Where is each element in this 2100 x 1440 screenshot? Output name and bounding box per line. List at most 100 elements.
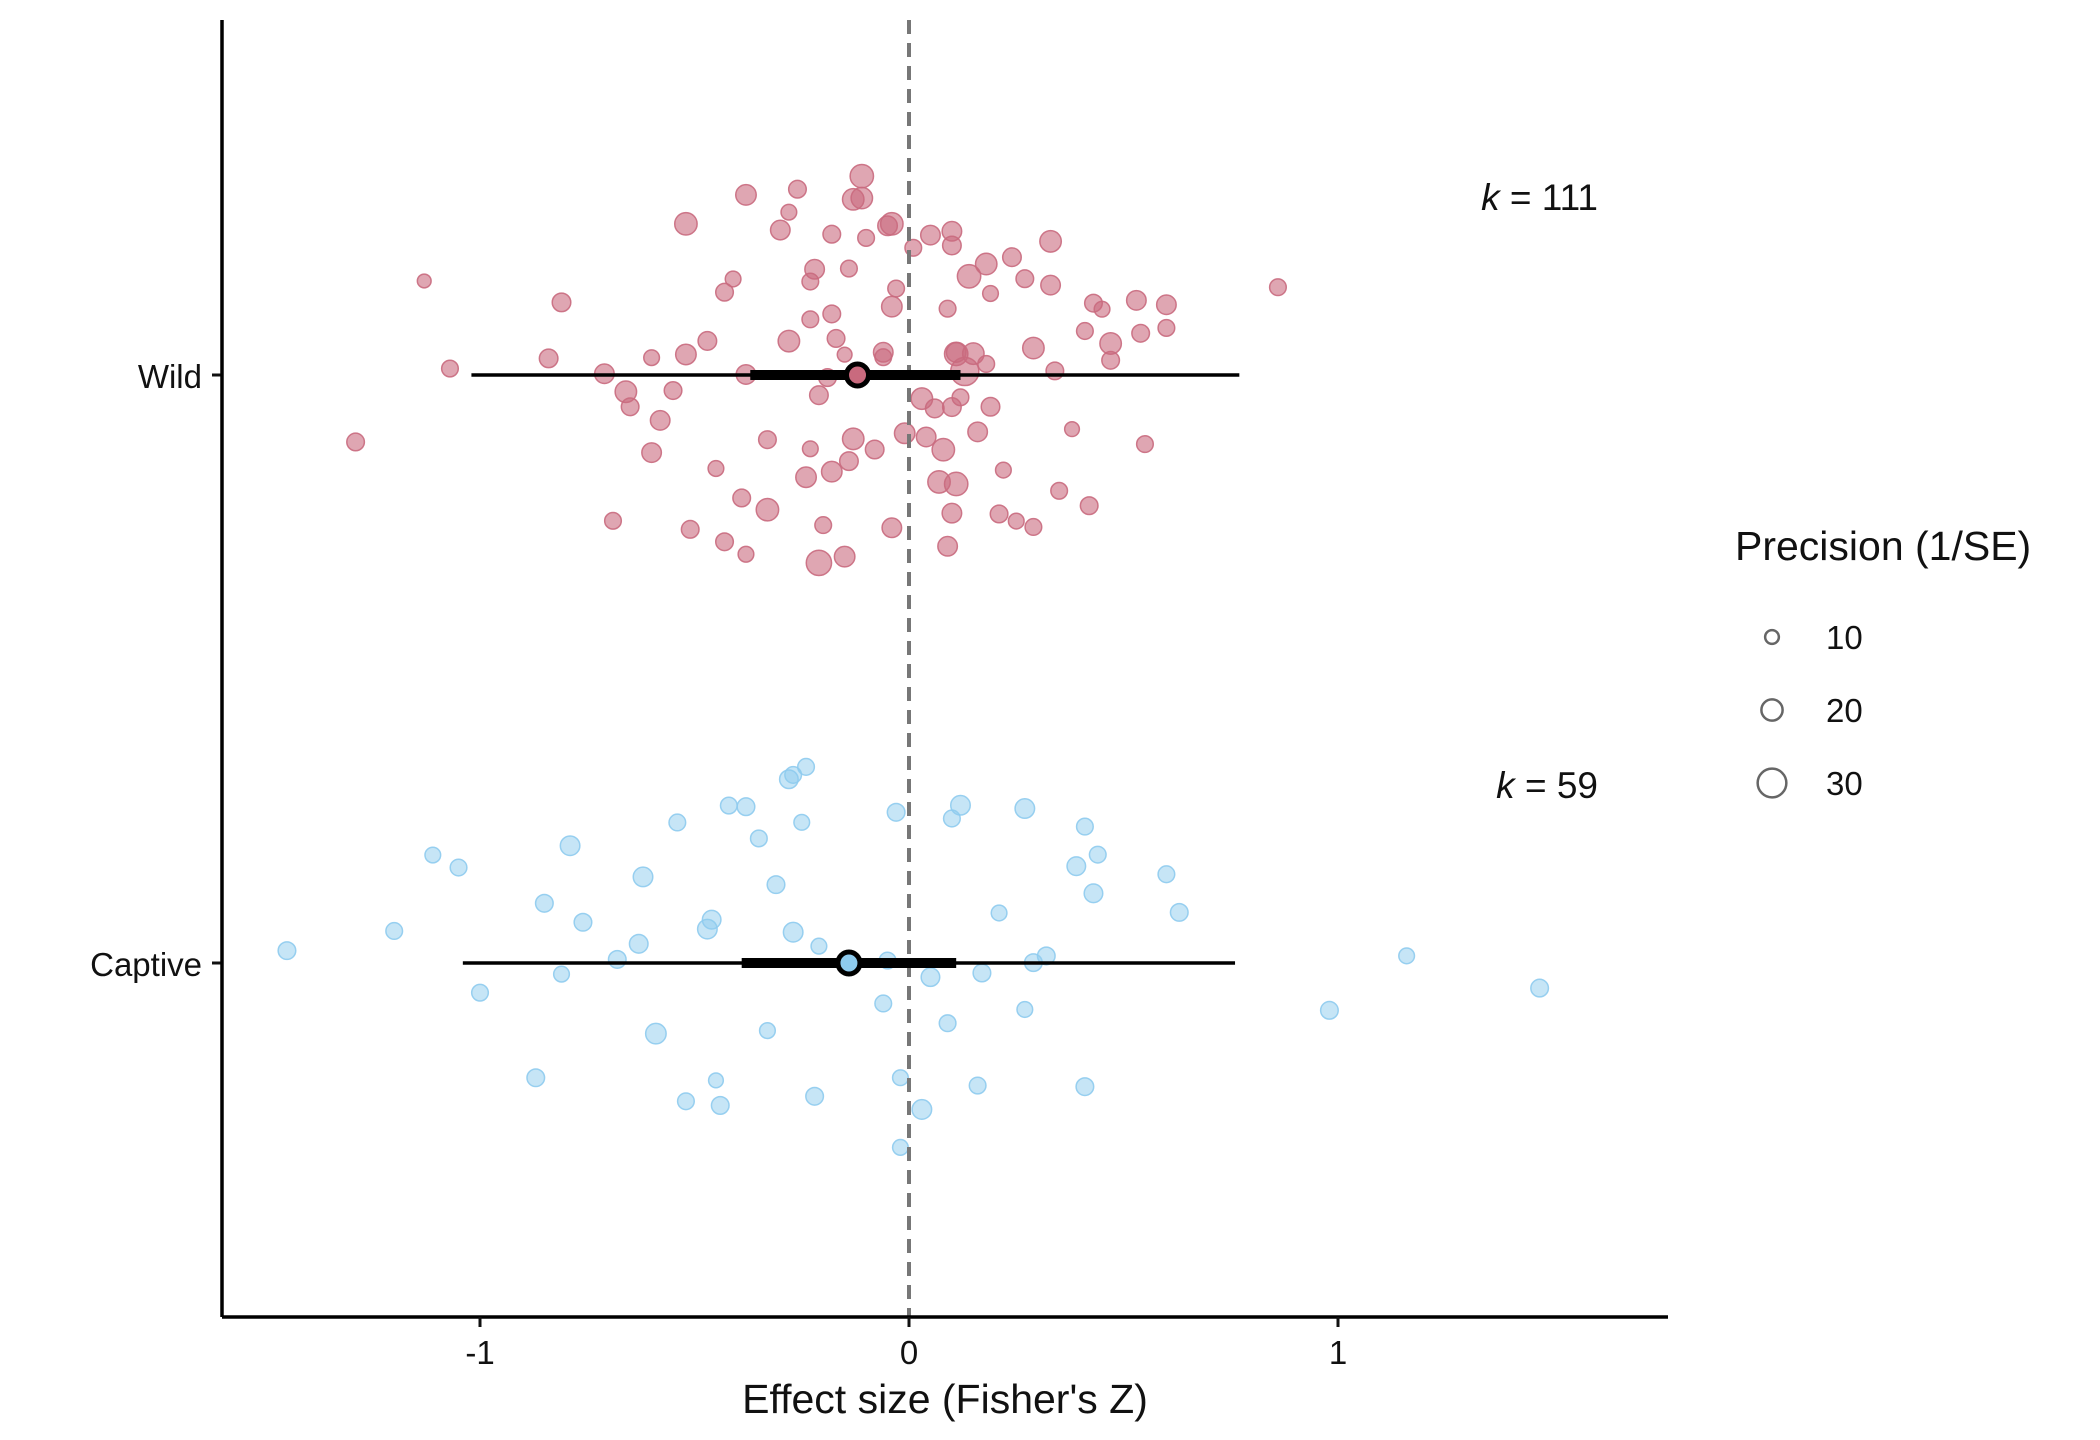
data-point — [757, 430, 777, 450]
data-point — [943, 471, 969, 497]
data-point — [643, 349, 661, 367]
legend-size-key — [1760, 698, 1784, 722]
data-point — [385, 921, 404, 941]
data-point — [1016, 1000, 1034, 1019]
x-tick-label: -1 — [465, 1334, 494, 1371]
data-point — [841, 187, 865, 211]
data-point — [920, 967, 941, 988]
data-point — [1040, 274, 1062, 296]
data-point — [886, 802, 906, 822]
data-point — [1015, 269, 1035, 289]
data-point — [1066, 856, 1087, 877]
data-point — [796, 757, 816, 776]
data-point — [1075, 817, 1094, 836]
data-point — [673, 211, 698, 236]
data-point — [424, 846, 442, 864]
data-point — [838, 451, 859, 472]
data-point — [780, 203, 798, 221]
data-point — [734, 183, 757, 206]
k-annotation-captive: k = 59 — [1496, 765, 1598, 806]
data-point — [1007, 512, 1025, 530]
data-point — [724, 270, 742, 288]
x-tick-label: 0 — [900, 1334, 918, 1371]
data-point — [777, 329, 801, 353]
data-point — [526, 1068, 546, 1088]
data-point — [1319, 1000, 1339, 1020]
data-point — [680, 519, 700, 539]
data-point — [632, 866, 654, 888]
legend-label: 30 — [1826, 765, 1863, 802]
data-point — [1125, 289, 1147, 311]
data-point — [1079, 496, 1099, 516]
data-point — [949, 794, 971, 816]
data-point — [559, 835, 581, 857]
data-point — [663, 380, 683, 401]
data-point — [1075, 321, 1094, 341]
data-point — [793, 813, 811, 831]
data-point — [836, 346, 853, 363]
legend: Precision (1/SE) 10 20 30 — [1735, 523, 2031, 802]
data-point — [1021, 336, 1045, 360]
data-point — [644, 1022, 667, 1045]
data-point — [758, 1022, 777, 1040]
data-point — [808, 385, 829, 406]
data-point — [989, 504, 1009, 524]
data-point — [990, 904, 1008, 922]
data-point — [1088, 845, 1107, 864]
data-point — [919, 224, 941, 246]
data-point — [1083, 293, 1104, 313]
data-point — [755, 497, 780, 522]
data-point — [879, 211, 904, 236]
data-point — [874, 994, 893, 1013]
data-point — [641, 442, 663, 464]
data-point — [839, 259, 859, 278]
data-point — [967, 421, 989, 443]
data-point — [787, 179, 808, 199]
data-point — [749, 829, 768, 848]
legend-size-key — [1756, 767, 1788, 799]
data-point — [346, 432, 366, 452]
data-point — [573, 912, 593, 932]
data-point — [714, 282, 735, 302]
legend-label: 10 — [1826, 619, 1863, 656]
data-point — [778, 769, 799, 790]
data-point — [534, 893, 554, 913]
data-point — [782, 921, 804, 943]
data-point — [470, 983, 490, 1002]
data-point — [607, 949, 627, 969]
data-point — [938, 1014, 957, 1033]
data-point — [766, 875, 786, 895]
data-point — [833, 545, 856, 568]
data-point — [1268, 278, 1288, 297]
data-point — [1157, 865, 1176, 884]
mean-estimate-wild — [844, 361, 872, 389]
data-point — [941, 502, 963, 524]
data-point — [628, 933, 649, 954]
axes-layer: Wild k = 111 Captive k = 59 -1 0 1 — [90, 20, 1668, 1371]
k-annotation-wild: k = 111 — [1481, 177, 1598, 218]
data-point — [551, 292, 572, 313]
data-point — [801, 310, 820, 329]
data-point — [941, 235, 962, 256]
data-point — [911, 1098, 933, 1120]
data-point — [737, 545, 755, 563]
data-point — [938, 299, 957, 318]
data-point — [974, 252, 998, 276]
data-point — [810, 937, 828, 955]
data-point — [1024, 517, 1043, 537]
data-point — [1014, 798, 1036, 820]
data-point — [1099, 332, 1123, 355]
data-point — [915, 426, 937, 448]
data-point — [822, 304, 842, 324]
data-point — [701, 909, 722, 930]
data-point — [801, 272, 820, 291]
data-point — [941, 397, 962, 418]
data-point — [1169, 902, 1189, 922]
data-point — [864, 439, 885, 460]
data-point — [805, 1086, 825, 1106]
data-point — [416, 273, 432, 289]
x-tick-label: 1 — [1329, 1334, 1347, 1371]
data-point — [956, 263, 982, 289]
legend-label: 20 — [1826, 692, 1863, 729]
mean-estimate-captive — [835, 949, 863, 977]
